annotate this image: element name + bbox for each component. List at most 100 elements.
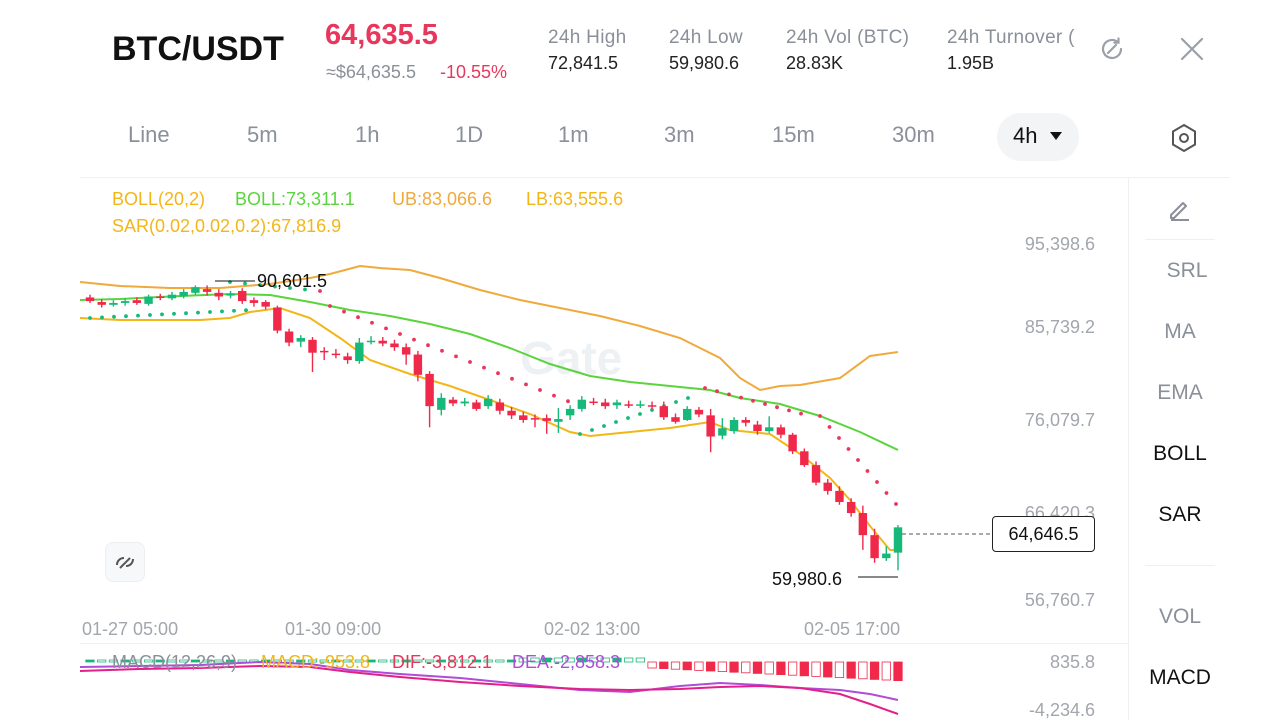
tab-5m[interactable]: 5m — [247, 122, 278, 147]
side-item-vol[interactable]: VOL — [1158, 605, 1202, 628]
macd-axis-label: 835.8 — [1049, 652, 1095, 672]
candle-body — [378, 340, 387, 344]
stat-low: 24h Low 59,980.6 — [669, 27, 743, 74]
macd-bar — [659, 661, 669, 669]
candle-body — [694, 409, 704, 415]
side-item-ma[interactable]: MA — [1164, 320, 1196, 343]
edit-pencil-icon[interactable] — [1166, 195, 1194, 223]
sar-dot — [614, 420, 618, 424]
candle-body — [483, 398, 493, 407]
side-item-sar[interactable]: SAR — [1158, 503, 1202, 526]
sar-dot — [220, 309, 224, 314]
macd-bar — [143, 659, 154, 663]
sar-dot — [258, 283, 262, 287]
macd-bar — [858, 661, 868, 680]
candle-body — [97, 302, 106, 305]
tab-30m[interactable]: 30m — [892, 122, 935, 147]
sar-dot — [510, 376, 514, 381]
candle-body — [85, 297, 95, 302]
tab-4h-selected[interactable]: 4h — [997, 113, 1079, 161]
candlestick-chart[interactable]: Gate 90,601.5 59,980.6 — [80, 178, 1128, 644]
candles-group — [85, 285, 903, 571]
tab-3m[interactable]: 3m — [664, 122, 695, 147]
candle-body — [214, 292, 224, 297]
last-price: 64,635.5 — [325, 19, 438, 51]
high-marker-label: 90,601.5 — [257, 271, 327, 291]
macd-bar — [811, 661, 821, 677]
stat-high-value: 72,841.5 — [548, 53, 619, 73]
sar-dot — [552, 393, 556, 398]
sar-dot — [160, 312, 164, 317]
sar-dot — [875, 480, 879, 484]
macd-bar — [202, 659, 212, 663]
macd-bar — [378, 659, 388, 663]
sar-dot — [398, 332, 402, 336]
macd-bar — [401, 659, 411, 663]
chart-top-divider — [80, 177, 1230, 178]
side-divider — [1145, 565, 1215, 566]
stat-volume: 24h Vol (BTC) 28.83K — [786, 27, 909, 74]
macd-bar — [214, 659, 224, 663]
macd-bar — [635, 657, 645, 663]
candle-body — [612, 402, 622, 406]
price-usd-approx: ≈$64,635.5 — [326, 62, 416, 82]
side-item-boll[interactable]: BOLL — [1153, 442, 1207, 465]
sar-dot — [172, 311, 176, 316]
macd-bar — [776, 661, 786, 676]
macd-bar — [588, 657, 599, 663]
macd-bar — [881, 661, 891, 681]
side-item-ema[interactable]: EMA — [1157, 381, 1203, 404]
sar-dot — [727, 392, 731, 397]
candle-body — [308, 339, 317, 353]
candle-body — [800, 451, 809, 466]
macd-bar — [108, 659, 119, 663]
candle-body — [519, 415, 528, 420]
candle-body — [495, 402, 505, 411]
macd-bar — [85, 659, 95, 663]
candle-body — [390, 343, 399, 348]
tab-1d[interactable]: 1D — [455, 122, 484, 147]
price-axis-label: 85,739.2 — [1024, 317, 1095, 337]
macd-bar — [471, 659, 482, 663]
close-icon[interactable] — [1180, 37, 1204, 61]
tab-line[interactable]: Line — [128, 122, 170, 147]
sar-dot — [674, 400, 678, 404]
macd-bar — [542, 657, 552, 663]
rotate-icon[interactable] — [1098, 35, 1126, 63]
candle-body — [776, 427, 786, 435]
candle-body — [460, 401, 469, 404]
macd-bar — [331, 659, 341, 663]
macd-bar — [612, 657, 622, 663]
macd-bar — [190, 659, 201, 663]
tab-1m[interactable]: 1m — [558, 122, 589, 147]
settings-hex-icon[interactable] — [1170, 123, 1198, 153]
candle-body — [577, 399, 587, 409]
sar-dot — [232, 308, 236, 313]
tab-15m[interactable]: 15m — [772, 122, 815, 147]
sar-dot — [799, 411, 803, 416]
macd-bar — [436, 659, 446, 663]
candle-body — [811, 465, 821, 483]
candle-body — [788, 434, 797, 452]
candle-body — [718, 428, 727, 436]
macd-bar — [319, 659, 329, 663]
tab-1h[interactable]: 1h — [355, 122, 380, 147]
side-item-macd[interactable]: MACD — [1149, 666, 1211, 689]
macd-bar — [752, 661, 763, 674]
macd-bar — [787, 661, 798, 676]
sar-dot — [703, 386, 707, 390]
candle-body — [882, 553, 891, 559]
sar-dot — [638, 412, 642, 416]
sar-dot — [412, 337, 416, 342]
legend-boll-lb: LB:63,555.6 — [526, 189, 624, 209]
draw-tool-icon[interactable] — [105, 542, 145, 582]
macd-bar — [237, 659, 247, 663]
candle-body — [226, 293, 235, 296]
side-item-srl[interactable]: SRL — [1166, 259, 1208, 282]
last-price-tag: 64,646.5 — [992, 516, 1095, 552]
candle-body — [870, 535, 879, 559]
candle-body — [319, 350, 329, 353]
macd-bar — [624, 657, 634, 663]
legend-boll: BOLL(20,2) — [112, 189, 206, 209]
boll-upper-band — [80, 264, 899, 392]
